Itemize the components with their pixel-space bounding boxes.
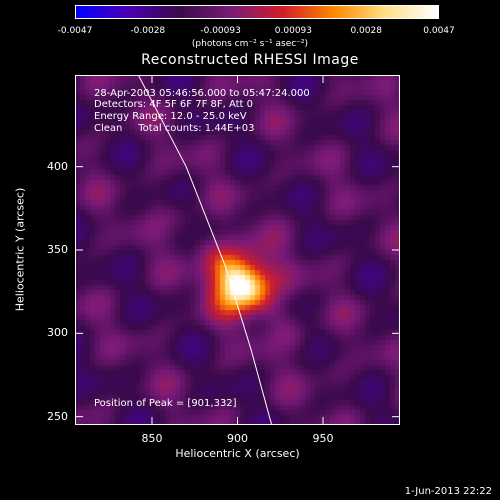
clean-counts-text: Clean Total counts: 1.44E+03 xyxy=(94,123,255,134)
colorbar xyxy=(75,5,439,19)
date-stamp: 1-Jun-2013 22:22 xyxy=(404,486,492,497)
y-tick-label: 300 xyxy=(47,326,68,340)
y-tick-label: 400 xyxy=(47,159,68,173)
limb-line xyxy=(137,75,273,425)
colorbar-units: (photons cm⁻² s⁻¹ asec⁻²) xyxy=(191,39,309,49)
time-range-text: 28-Apr-2003 05:46:56.000 to 05:47:24.000 xyxy=(94,88,310,99)
peak-position-text: Position of Peak = [901,332] xyxy=(94,398,237,409)
y-tick-label: 350 xyxy=(47,243,68,256)
y-tick-label: 250 xyxy=(47,409,68,423)
energy-range-text: Energy Range: 12.0 - 25.0 keV xyxy=(94,111,247,122)
plot-title: Reconstructed RHESSI Image xyxy=(141,52,359,68)
colorbar-tick-label: -0.00093 xyxy=(200,26,241,36)
x-tick-label: 950 xyxy=(312,432,334,445)
x-tick-label: 850 xyxy=(141,432,163,445)
axis-ticks xyxy=(75,75,400,425)
x-tick-label: 900 xyxy=(227,432,248,445)
y-axis-label: Heliocentric Y (arcsec) xyxy=(13,187,27,312)
solar-limb-curve xyxy=(137,75,273,425)
x-axis-label: Heliocentric X (arcsec) xyxy=(175,447,300,460)
colorbar-tick-label: 0.0047 xyxy=(423,26,455,36)
colorbar-tick-label: -0.0028 xyxy=(130,26,166,36)
colorbar-tick-label: 0.00093 xyxy=(274,26,312,36)
colorbar-tick-label: 0.0028 xyxy=(350,26,382,36)
rhessi-image xyxy=(75,75,400,425)
colorbar-tick-label: -0.0047 xyxy=(57,26,93,36)
detectors-text: Detectors: 4F 5F 6F 7F 8F, Att 0 xyxy=(94,99,254,110)
